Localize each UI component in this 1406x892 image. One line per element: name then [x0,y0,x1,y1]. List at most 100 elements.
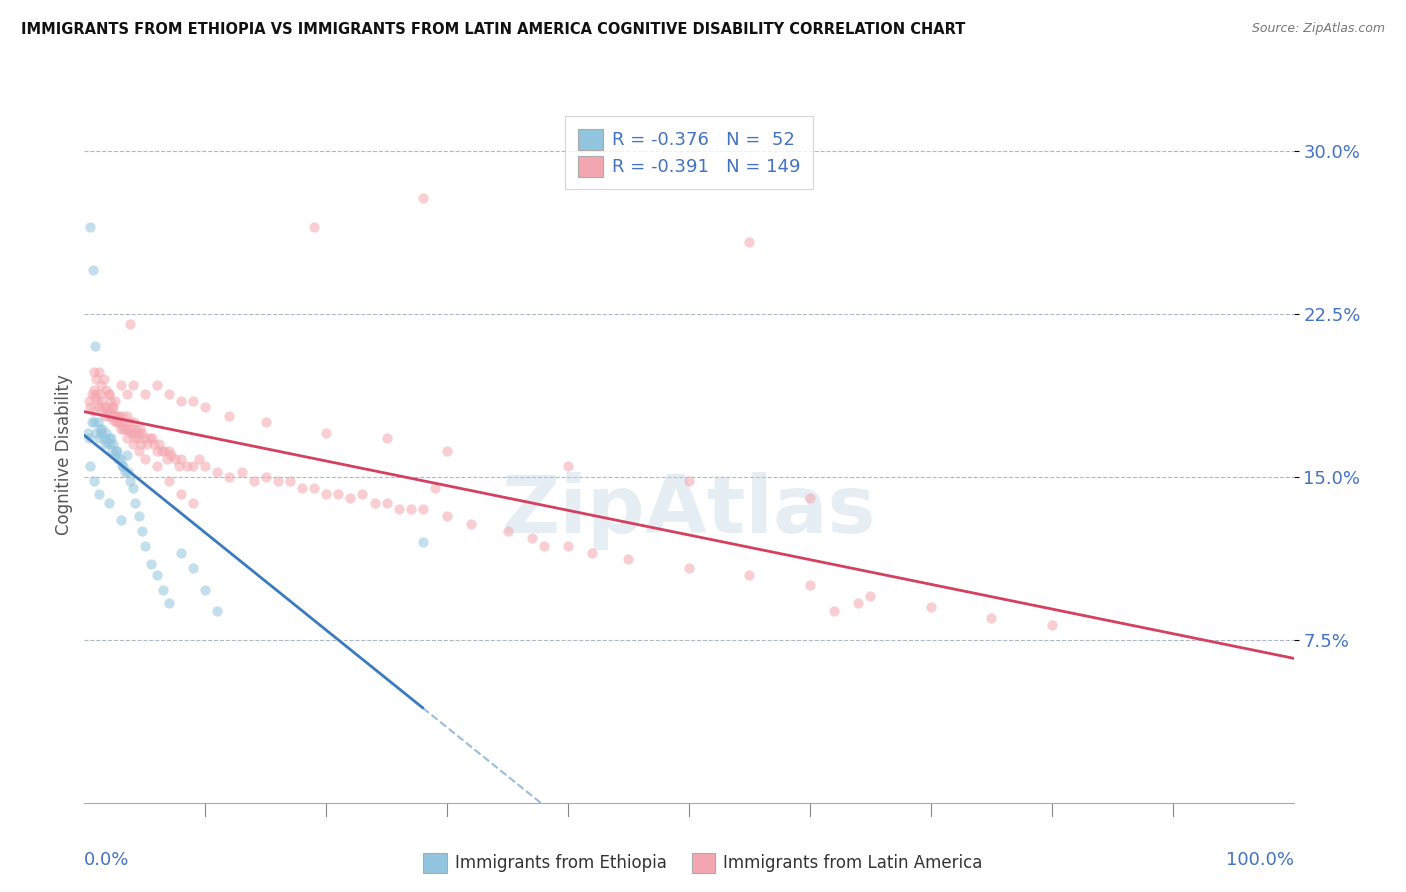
Point [799,491,821,506]
Point [207,605,229,619]
Point [80,387,103,401]
Point [181,393,204,408]
Point [89,422,111,436]
Point [194,582,217,597]
Point [138,430,160,444]
Point [94,400,117,414]
Point [170,487,193,501]
Point [97,409,120,423]
Point [93,372,115,386]
Point [194,458,217,473]
Point [94,426,117,441]
Point [1040,617,1063,632]
Point [82,263,104,277]
Point [103,400,125,414]
Point [121,422,143,436]
Point [90,378,112,392]
Point [134,430,156,444]
Point [107,415,129,429]
Point [143,437,166,451]
Point [859,589,882,603]
Point [87,487,110,501]
Point [98,404,121,418]
Point [136,437,159,451]
Point [110,378,132,392]
Point [129,422,152,436]
Point [176,458,198,473]
Point [146,567,169,582]
Point [352,487,374,501]
Point [146,443,169,458]
Point [436,443,458,458]
Point [112,422,135,436]
Point [91,393,114,408]
Point [823,605,845,619]
Point [118,415,141,429]
Point [97,496,120,510]
Point [115,430,138,444]
Point [218,409,240,423]
Point [83,474,105,488]
Text: IMMIGRANTS FROM ETHIOPIA VS IMMIGRANTS FROM LATIN AMERICA COGNITIVE DISABILITY C: IMMIGRANTS FROM ETHIOPIA VS IMMIGRANTS F… [21,22,966,37]
Point [87,400,110,414]
Point [120,426,142,441]
Point [112,458,135,473]
Point [315,426,337,441]
Point [302,481,325,495]
Point [412,191,434,205]
Point [91,422,114,436]
Point [110,422,132,436]
Point [97,387,120,401]
Point [93,400,115,414]
Point [83,415,105,429]
Point [103,437,125,451]
Point [84,392,107,406]
Legend: R = -0.376   N =  52, R = -0.391   N = 149: R = -0.376 N = 52, R = -0.391 N = 149 [565,116,813,189]
Point [799,578,821,592]
Point [96,404,118,418]
Text: ZipAtlas: ZipAtlas [502,472,876,549]
Point [157,443,180,458]
Point [139,557,162,571]
Point [131,426,153,441]
Point [90,426,112,441]
Point [388,502,411,516]
Point [157,596,180,610]
Point [496,524,519,538]
Point [98,437,121,451]
Point [678,561,700,575]
Point [122,415,145,429]
Point [77,393,100,408]
Point [315,487,337,501]
Point [94,383,117,397]
Point [254,469,277,483]
Point [115,387,138,401]
Point [267,474,290,488]
Point [121,378,143,392]
Point [87,365,110,379]
Point [120,318,142,332]
Point [181,561,204,575]
Point [115,409,138,423]
Point [83,365,105,379]
Point [170,546,193,560]
Point [100,393,122,408]
Point [104,393,127,408]
Point [111,458,134,473]
Point [399,502,422,516]
Point [520,531,543,545]
Point [110,415,132,429]
Point [218,469,240,483]
Point [80,415,103,429]
Point [148,437,170,451]
Point [83,383,105,397]
Point [131,524,153,538]
Point [77,430,100,444]
Point [254,415,277,429]
Point [242,474,264,488]
Point [157,474,180,488]
Point [120,474,142,488]
Point [302,219,325,234]
Point [124,430,146,444]
Point [107,415,129,429]
